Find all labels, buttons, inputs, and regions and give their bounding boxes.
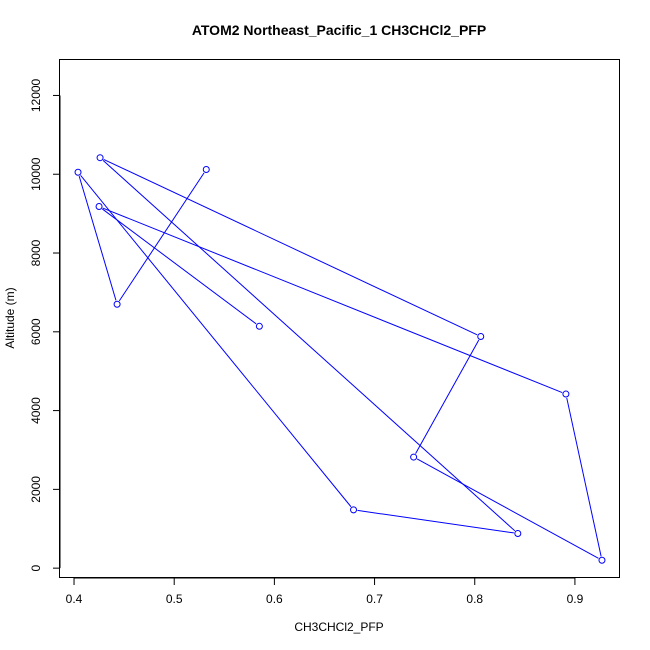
y-tick-label: 4000: [29, 397, 43, 424]
x-tick-label: 0.4: [66, 592, 83, 606]
plot-frame: [59, 59, 620, 578]
series-segment: [415, 339, 480, 454]
data-point: [598, 556, 606, 564]
x-tick-label: 0.8: [466, 592, 483, 606]
series-segment: [357, 509, 514, 534]
data-point: [562, 390, 570, 398]
y-tick-label: 0: [29, 564, 43, 571]
series-segment: [118, 172, 205, 302]
x-tick-label: 0.5: [166, 592, 183, 606]
chart-title: ATOM2 Northeast_Pacific_1 CH3CHCl2_PFP: [192, 22, 486, 38]
series-points: [74, 154, 606, 564]
series-segment: [566, 397, 602, 557]
series-segment: [102, 207, 563, 394]
data-point: [514, 529, 522, 537]
data-point: [410, 453, 418, 461]
x-axis-label: CH3CHCl2_PFP: [294, 620, 383, 634]
data-point: [350, 506, 358, 514]
data-point: [477, 333, 485, 341]
x-tick-label: 0.9: [567, 592, 584, 606]
y-tick-label: 10000: [29, 157, 43, 191]
y-axis: 0 2000 4000 6000 8000 10000 12000: [29, 78, 61, 571]
series-segment: [103, 158, 478, 336]
y-tick-label: 6000: [29, 318, 43, 345]
y-axis-label: Altitude (m): [3, 287, 17, 348]
y-tick-label: 2000: [29, 476, 43, 503]
data-point: [113, 300, 121, 308]
data-point: [96, 154, 104, 162]
series-line: [78, 158, 602, 559]
series-segment: [416, 458, 599, 559]
x-axis: 0.4 0.5 0.6 0.7 0.8 0.9: [66, 577, 584, 606]
x-tick-label: 0.6: [266, 592, 283, 606]
series-segment: [101, 208, 257, 325]
series-segment: [78, 175, 117, 301]
series-segment: [102, 159, 516, 532]
x-tick-label: 0.7: [366, 592, 383, 606]
y-tick-label: 8000: [29, 239, 43, 266]
data-point: [202, 166, 210, 174]
y-tick-label: 12000: [29, 78, 43, 112]
data-point: [95, 203, 103, 211]
data-point: [74, 168, 82, 176]
series-segment: [80, 175, 352, 508]
data-point: [255, 322, 263, 330]
